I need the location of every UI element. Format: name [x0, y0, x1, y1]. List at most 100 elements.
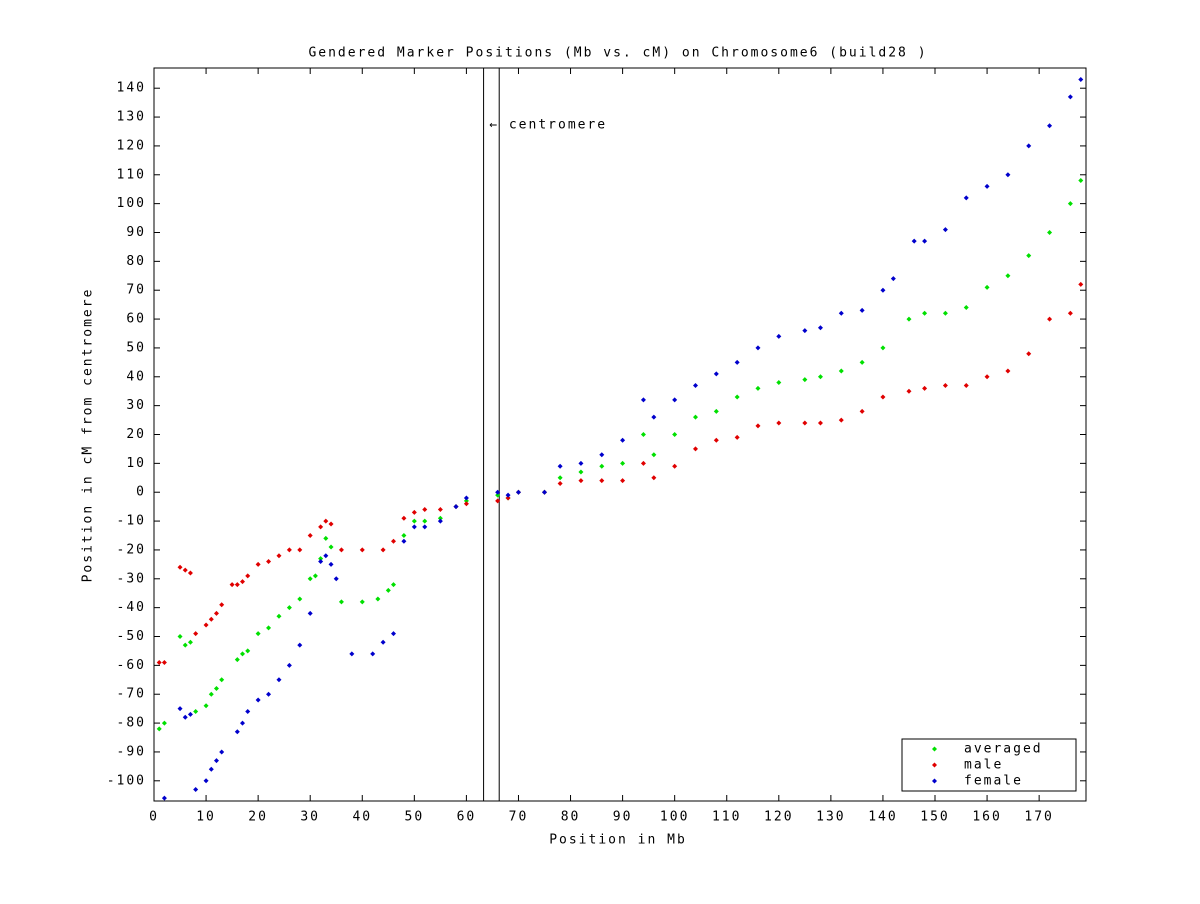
y-tick-label: 60: [126, 312, 146, 327]
point: [1067, 201, 1073, 207]
point: [229, 582, 235, 588]
point: [922, 238, 928, 244]
point: [187, 639, 193, 645]
y-tick-label: -80: [117, 716, 146, 731]
point: [1005, 273, 1011, 279]
point: [240, 651, 246, 657]
x-tick-label: 90: [613, 810, 633, 825]
y-tick-label: 10: [126, 456, 146, 471]
point: [266, 558, 272, 564]
x-tick-label: 70: [509, 810, 529, 825]
point: [370, 651, 376, 657]
point: [245, 709, 251, 715]
point: [463, 498, 469, 504]
point: [640, 460, 646, 466]
point: [219, 677, 225, 683]
point: [234, 582, 240, 588]
point: [713, 371, 719, 377]
point: [437, 518, 443, 524]
point: [557, 481, 563, 487]
y-tick-label: -100: [107, 773, 146, 788]
point: [297, 596, 303, 602]
y-tick-label: 100: [117, 196, 146, 211]
point: [187, 570, 193, 576]
point: [286, 662, 292, 668]
point: [437, 507, 443, 513]
y-tick-label: -50: [117, 629, 146, 644]
point: [984, 284, 990, 290]
point: [182, 714, 188, 720]
point: [422, 507, 428, 513]
point: [692, 382, 698, 388]
point: [578, 469, 584, 475]
point: [672, 463, 678, 469]
point: [817, 420, 823, 426]
point: [515, 489, 521, 495]
point: [234, 657, 240, 663]
x-tick-label: 150: [920, 810, 949, 825]
y-tick-label: 40: [126, 369, 146, 384]
point: [776, 380, 782, 386]
point: [906, 388, 912, 394]
point: [984, 183, 990, 189]
point: [245, 648, 251, 654]
point: [713, 437, 719, 443]
chart-title: Gendered Marker Positions (Mb vs. cM) on…: [308, 46, 927, 61]
point: [208, 766, 214, 772]
point: [505, 492, 511, 498]
y-tick-label: 50: [126, 340, 146, 355]
point: [859, 408, 865, 414]
point: [234, 729, 240, 735]
y-tick-label: 130: [117, 110, 146, 125]
point: [177, 564, 183, 570]
point: [942, 310, 948, 316]
point: [213, 758, 219, 764]
point: [692, 414, 698, 420]
point: [817, 325, 823, 331]
point: [307, 576, 313, 582]
point: [620, 460, 626, 466]
x-tick-label: 110: [712, 810, 741, 825]
point: [323, 518, 329, 524]
point: [328, 544, 334, 550]
point: [401, 533, 407, 539]
point: [391, 631, 397, 637]
point: [776, 420, 782, 426]
y-tick-label: 90: [126, 225, 146, 240]
point: [1067, 94, 1073, 100]
point: [297, 547, 303, 553]
legend-label: averaged: [964, 742, 1043, 757]
point: [557, 475, 563, 481]
point: [692, 446, 698, 452]
y-tick-label: 140: [117, 81, 146, 96]
point: [401, 538, 407, 544]
point: [401, 515, 407, 521]
legend-label: male: [964, 758, 1003, 773]
point: [219, 749, 225, 755]
point: [380, 639, 386, 645]
point: [880, 345, 886, 351]
point: [219, 602, 225, 608]
point: [942, 382, 948, 388]
point: [422, 524, 428, 530]
point: [177, 706, 183, 712]
point: [203, 622, 209, 628]
point: [385, 587, 391, 593]
point: [802, 328, 808, 334]
point: [599, 463, 605, 469]
point: [651, 452, 657, 458]
point: [1078, 77, 1084, 83]
point: [318, 524, 324, 530]
point: [391, 582, 397, 588]
point: [312, 573, 318, 579]
point: [776, 333, 782, 339]
point: [802, 420, 808, 426]
legend-box: [901, 738, 1077, 792]
point: [734, 394, 740, 400]
point: [255, 561, 261, 567]
legend-label: female: [964, 774, 1023, 789]
y-tick-label: -20: [117, 542, 146, 557]
point: [911, 238, 917, 244]
point: [1047, 229, 1053, 235]
x-tick-label: 40: [352, 810, 372, 825]
